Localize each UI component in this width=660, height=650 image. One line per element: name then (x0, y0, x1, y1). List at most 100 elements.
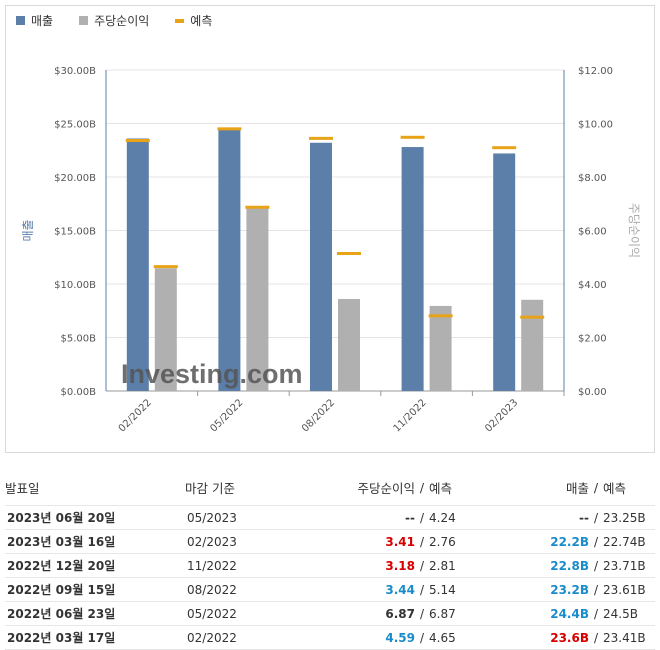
legend-item-eps[interactable]: 주당순이익 (79, 12, 149, 29)
y-tick-label: $20.00B (54, 173, 96, 184)
table-header-row: 발표일 마감 기준 주당순이익 / 예측 매출 / 예측 (5, 474, 655, 506)
row-sep: / (589, 577, 603, 602)
row-revenue-forecast: 24.5B (603, 601, 655, 626)
header-revenue-forecast[interactable]: 예측 (603, 474, 655, 506)
eps-bar (338, 298, 360, 391)
legend-swatch-revenue (16, 16, 25, 25)
row-eps-forecast: 4.65 (429, 625, 489, 650)
header-period[interactable]: 마감 기준 (185, 474, 305, 506)
x-tick-label: 02/2023 (483, 397, 520, 434)
x-tick-label: 08/2022 (300, 397, 337, 434)
row-eps-forecast: 4.24 (429, 505, 489, 530)
row-period: 02/2023 (185, 529, 305, 554)
row-eps: 3.41 (305, 529, 415, 554)
header-sep-eps: / (415, 474, 429, 506)
row-eps: -- (305, 505, 415, 530)
chart-svg: $0.00B $5.00B $10.00B $15.00B $20.00B $25.00B… (21, 66, 641, 434)
row-eps-forecast: 2.76 (429, 529, 489, 554)
y2-tick-label: $12.00 (578, 66, 613, 77)
header-eps-forecast[interactable]: 예측 (429, 474, 489, 506)
earnings-table: 발표일 마감 기준 주당순이익 / 예측 매출 / 예측 2023년 06월 2… (5, 474, 655, 650)
revenue-forecast-mark (217, 127, 242, 131)
table-row: 2022년 03월 17일 02/2022 4.59/4.65 23.6B/23.41… (5, 625, 655, 650)
y-tick-label: $0.00B (61, 387, 97, 398)
legend-item-revenue[interactable]: 매출 (16, 12, 53, 29)
legend-swatch-forecast (175, 18, 185, 23)
row-period: 08/2022 (185, 577, 305, 602)
row-sep: / (415, 553, 429, 578)
x-tick-label: 11/2022 (392, 397, 429, 434)
legend-swatch-eps (79, 16, 89, 25)
revenue-bar (310, 142, 332, 391)
row-eps-forecast: 2.81 (429, 553, 489, 578)
row-sep: / (415, 529, 429, 554)
row-revenue: -- (489, 505, 589, 530)
header-date[interactable]: 발표일 (5, 474, 185, 506)
eps-bar (429, 305, 452, 391)
row-revenue-forecast: 22.74B (603, 529, 655, 554)
y2-tick-label: $4.00 (578, 280, 607, 291)
row-sep: / (589, 529, 603, 554)
y2-tick-label: $2.00 (578, 334, 607, 345)
row-revenue: 23.2B (489, 577, 589, 602)
row-revenue-forecast: 23.25B (603, 505, 655, 530)
y-tick-label: $10.00B (54, 280, 96, 291)
legend-item-forecast[interactable]: 예측 (175, 12, 212, 29)
header-sep-rev: / (589, 474, 603, 506)
row-sep: / (415, 601, 429, 626)
row-date: 2022년 09월 15일 (5, 577, 185, 602)
header-revenue[interactable]: 매출 (489, 474, 589, 506)
table-row: 2023년 06월 20일 05/2023 --/4.24 --/23.25B (5, 505, 655, 530)
eps-forecast-mark (153, 265, 178, 269)
eps-bar (154, 268, 177, 391)
legend-label-forecast: 예측 (190, 14, 213, 28)
row-sep: / (589, 625, 603, 650)
row-date: 2022년 12월 20일 (5, 553, 185, 578)
row-date: 2023년 03월 16일 (5, 529, 185, 554)
y-tick-label: $25.00B (54, 120, 96, 131)
y-tick-label: $5.00B (61, 334, 97, 345)
table-row: 2023년 03월 16일 02/2023 3.41/2.76 22.2B/22.74… (5, 529, 655, 554)
table-row: 2022년 09월 15일 08/2022 3.44/5.14 23.2B/23.61… (5, 577, 655, 602)
revenue-bar (401, 147, 424, 391)
row-sep: / (415, 577, 429, 602)
earnings-chart: 매출 주당순이익 예측 $0.00B $5.00B $10.00B $15.00B $2… (5, 5, 655, 453)
table-row: 2022년 12월 20일 11/2022 3.18/2.81 22.8B/23.71… (5, 553, 655, 578)
row-revenue-forecast: 23.71B (603, 553, 655, 578)
revenue-forecast-mark (492, 146, 517, 150)
row-period: 05/2022 (185, 601, 305, 626)
watermark-logo: Investing.com (121, 359, 303, 389)
revenue-bar (218, 129, 241, 392)
chart-legend: 매출 주당순이익 예측 (16, 12, 212, 29)
row-period: 11/2022 (185, 553, 305, 578)
row-sep: / (589, 553, 603, 578)
row-revenue-forecast: 23.61B (603, 577, 655, 602)
row-sep: / (415, 625, 429, 650)
row-period: 05/2023 (185, 505, 305, 530)
y-axis-title: 매출 (21, 219, 35, 241)
y2-tick-label: $6.00 (578, 227, 607, 238)
row-revenue: 23.6B (489, 625, 589, 650)
header-eps[interactable]: 주당순이익 (305, 474, 415, 506)
row-sep: / (589, 601, 603, 626)
row-date: 2022년 06월 23일 (5, 601, 185, 626)
y2-tick-label: $10.00 (578, 120, 613, 131)
row-revenue-forecast: 23.41B (603, 625, 655, 650)
row-eps-forecast: 5.14 (429, 577, 489, 602)
eps-bar (521, 299, 544, 391)
y2-tick-label: $8.00 (578, 173, 607, 184)
row-revenue: 24.4B (489, 601, 589, 626)
revenue-bar (126, 138, 149, 391)
row-eps: 3.18 (305, 553, 415, 578)
row-eps: 6.87 (305, 601, 415, 626)
row-date: 2023년 06월 20일 (5, 505, 185, 530)
eps-forecast-mark (520, 315, 545, 319)
eps-forecast-mark (245, 205, 270, 209)
y2-tick-label: $0.00 (578, 387, 607, 398)
eps-bar (246, 207, 269, 391)
row-eps-forecast: 6.87 (429, 601, 489, 626)
y-tick-label: $15.00B (54, 227, 96, 238)
revenue-forecast-mark (400, 135, 425, 139)
y2-axis-title: 주당순이익 (627, 203, 641, 258)
row-eps: 3.44 (305, 577, 415, 602)
